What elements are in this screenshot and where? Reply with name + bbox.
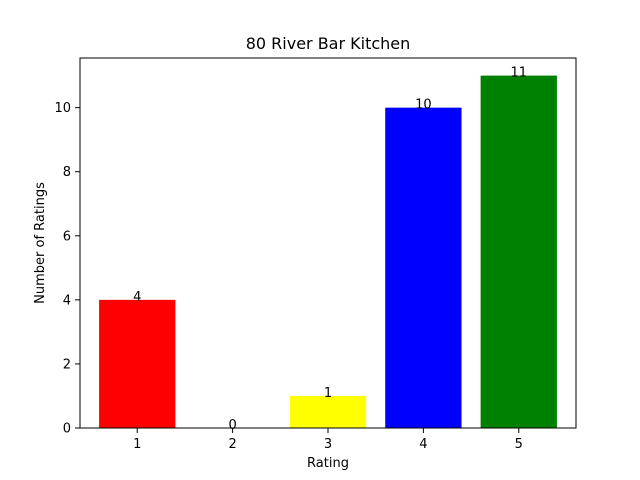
x-tick-label-1: 1 bbox=[133, 437, 141, 452]
data-label-rating-3: 1 bbox=[324, 386, 332, 401]
data-labels-layer: 4 0 1 10 11 bbox=[133, 66, 527, 433]
data-label-rating-4: 10 bbox=[415, 98, 432, 113]
chart-title: 80 River Bar Kitchen bbox=[246, 34, 411, 53]
y-axis-label: Number of Ratings bbox=[33, 182, 48, 304]
bar-rating-4 bbox=[385, 107, 462, 428]
x-tick-label-3: 3 bbox=[324, 437, 332, 452]
data-label-rating-1: 4 bbox=[133, 290, 141, 305]
data-label-rating-5: 11 bbox=[510, 66, 527, 81]
x-tick-label-5: 5 bbox=[515, 437, 523, 452]
data-label-rating-2: 0 bbox=[228, 418, 236, 433]
bar-rating-5 bbox=[480, 75, 557, 428]
y-tick-label-8: 8 bbox=[63, 165, 71, 180]
bars-layer bbox=[99, 75, 557, 428]
y-tick-label-10: 10 bbox=[54, 101, 71, 116]
bar-rating-1 bbox=[99, 299, 176, 428]
y-tick-label-6: 6 bbox=[63, 229, 71, 244]
y-tick-label-2: 2 bbox=[63, 357, 71, 372]
x-tick-label-2: 2 bbox=[228, 437, 236, 452]
bar-rating-3 bbox=[289, 395, 367, 428]
x-tick-label-4: 4 bbox=[419, 437, 427, 452]
x-axis-label: Rating bbox=[307, 456, 349, 471]
y-tick-label-4: 4 bbox=[63, 293, 71, 308]
y-tick-label-0: 0 bbox=[63, 422, 71, 437]
